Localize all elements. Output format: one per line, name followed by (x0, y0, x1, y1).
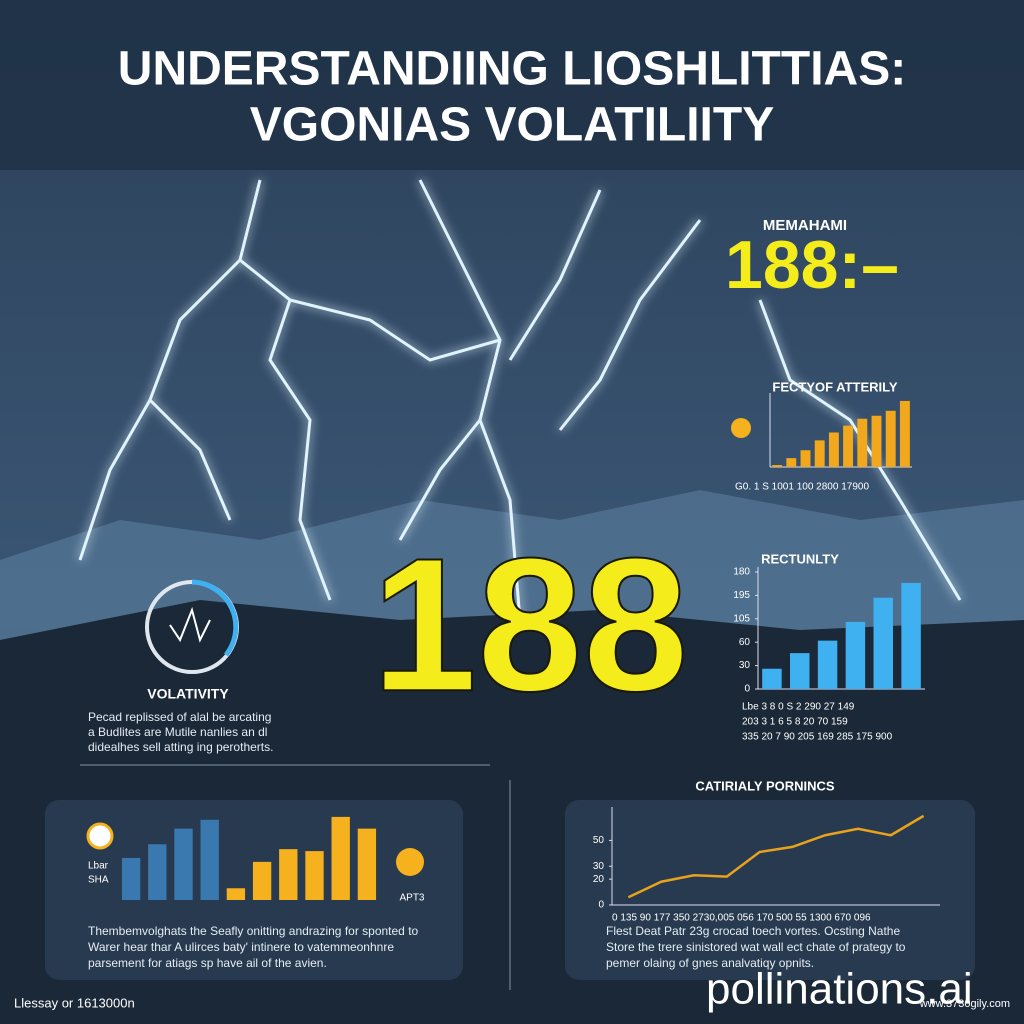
bar (873, 597, 893, 689)
panel-text: Thembemvolghats the Seafly onitting andr… (88, 924, 419, 938)
gauge-text: a Budlites are Mutile nanlies an dl (88, 725, 267, 739)
bar (790, 653, 810, 689)
bar (279, 849, 298, 900)
title-line-2: VGONIAS VOLATILIITY (250, 99, 774, 152)
y-tick-label: 50 (593, 835, 605, 846)
x-tick-labels: 0 135 90 177 350 2730,005 056 170 500 55… (612, 913, 871, 924)
title-line-1: UNDERSTANDIING LIOSHLITTIAS: (118, 43, 906, 96)
table-row: 203 3 1 6 5 8 20 70 159 (742, 717, 848, 728)
watermark-url: www.3730gily.com (919, 998, 1010, 1010)
bar (305, 851, 324, 900)
bar (226, 888, 246, 900)
bar (357, 828, 377, 900)
bar (121, 857, 141, 900)
clock-icon (86, 822, 114, 850)
lightning (78, 179, 962, 621)
panel-text: Flest Deat Patr 23g crocad toech vortes.… (606, 924, 900, 938)
bar (331, 816, 350, 900)
bar (762, 668, 782, 689)
bar (901, 582, 921, 689)
chart-title: FECTYOF ATTERILY (772, 379, 898, 394)
y-tick-label: 195 (733, 590, 750, 601)
bar (772, 465, 783, 467)
y-tick-label: 0 (744, 684, 750, 695)
bar (252, 861, 272, 900)
top-stat-value: 188:– (725, 227, 899, 303)
panel-text: Warer hear thar A ulirces baty' intinere… (88, 940, 394, 954)
y-tick-label: 105 (733, 613, 750, 624)
y-tick-label: 180 (733, 567, 750, 578)
line (627, 814, 925, 899)
table-row: 335 20 7 90 205 169 285 175 900 (742, 732, 893, 743)
bar (899, 400, 910, 467)
y-tick-label: 60 (739, 637, 751, 648)
footer: Llessay or 1613000n (14, 995, 135, 1010)
gauge-arc (191, 579, 239, 657)
chart-title: CATIRIALY PORNINCS (695, 778, 834, 793)
y-tick-label: 20 (593, 874, 605, 885)
bar (845, 621, 866, 689)
legend-label: SHA (88, 875, 109, 886)
bar (843, 425, 854, 467)
bulb-icon (731, 418, 751, 438)
bar (871, 415, 882, 467)
header-band (0, 0, 1024, 170)
gauge-label: VOLATIVITY (147, 686, 229, 702)
panel (565, 800, 975, 980)
bar (786, 458, 797, 467)
panel-text: parsement for atiags sp have ail of the … (88, 956, 327, 970)
y-tick-label: 30 (739, 660, 751, 671)
bar (174, 828, 193, 900)
chart-title: RECTUNLTY (761, 551, 839, 566)
gauge-icon (169, 606, 211, 643)
watermark: pollinations.ai (706, 965, 973, 1014)
panel-text: pemer olaing of gnes analvatiqy opnits. (606, 956, 814, 970)
bar (857, 418, 868, 467)
gauge-text: didealhes sell atting ing perotherts. (88, 740, 273, 754)
panel-text: Store the trere sinistored wat wall ect … (606, 940, 906, 954)
y-tick-label: 0 (598, 900, 604, 911)
legend-label: Lbar (88, 861, 109, 872)
gauge-text: Pecad replissed of alal be arcating (88, 710, 271, 724)
bar (828, 432, 839, 467)
y-tick-label: 30 (593, 861, 605, 872)
bulb-icon (396, 848, 424, 876)
x-tick-labels: G0. 1 S 1001 100 2800 17900 (735, 482, 869, 493)
table-row: Lbe 3 8 0 S 2 290 27 149 (742, 702, 855, 713)
legend-label: APT3 (399, 893, 424, 904)
bar (148, 844, 167, 900)
bar (200, 819, 219, 900)
top-stat-label: MEMAHAMI (763, 217, 847, 234)
bar (885, 410, 896, 467)
bar (814, 440, 825, 467)
bar (817, 640, 838, 689)
bar (800, 450, 811, 467)
headline-number: 188 (371, 519, 688, 731)
